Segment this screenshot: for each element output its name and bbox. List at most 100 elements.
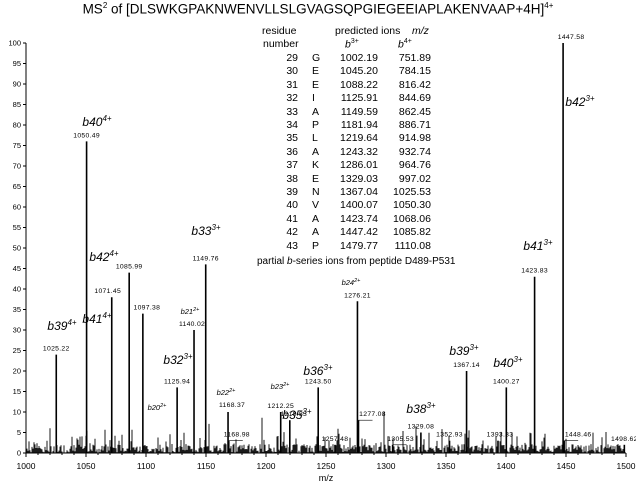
- peak-mz-label: 1085.99: [116, 264, 143, 271]
- peak-mz-label: 1071.45: [94, 288, 121, 295]
- footnote-pre: partial: [257, 256, 288, 267]
- ion-annotation-charge: 2+: [192, 307, 200, 313]
- ion-annotation-charge: 3+: [302, 407, 311, 416]
- peak-mz-label: 1277.08: [359, 411, 386, 418]
- peak-mz-label: 1448.46: [565, 432, 592, 439]
- y-tick-label: 100: [8, 39, 21, 48]
- peak-mz-label: 1168.98: [224, 432, 250, 439]
- ion-annotation-charge: 3+: [183, 352, 192, 361]
- x-tick-label: 1250: [317, 461, 336, 471]
- title-prefix: MS: [82, 1, 103, 17]
- peak-mz-label: 1305.53: [387, 436, 414, 443]
- y-tick-label: 45: [13, 264, 21, 273]
- peak-mz-label: 1447.58: [558, 34, 585, 41]
- x-tick-label: 1300: [377, 461, 396, 471]
- peak-mz-label: 1140.02: [179, 321, 205, 328]
- ion-annotation-name: b41: [523, 239, 543, 253]
- y-tick-label: 75: [13, 141, 21, 150]
- peak-mz-label: 1212.25: [267, 403, 294, 410]
- x-tick-label: 1100: [137, 461, 156, 471]
- ion-annotation-name: b36: [303, 364, 323, 378]
- footnote-post: -series ions from peptide D489-P531: [292, 256, 456, 267]
- ion-annotation-name: b35: [282, 408, 302, 422]
- ion-annotation-name: b39: [449, 344, 469, 358]
- x-tick-label: 1400: [497, 461, 516, 471]
- ion-annotation-name: b39: [47, 319, 67, 333]
- ion-annotation-name: b41: [82, 312, 102, 326]
- ion-annotation: b363+: [303, 363, 332, 378]
- y-tick-label: 55: [13, 223, 21, 232]
- ion-annotation-charge: 4+: [102, 311, 111, 320]
- y-tick-label: 70: [13, 162, 21, 171]
- y-tick-label: 80: [13, 121, 21, 130]
- y-tick-label: 20: [13, 367, 21, 376]
- ion-annotation: b222+: [217, 388, 237, 397]
- y-tick-label: 95: [13, 59, 21, 68]
- y-tick-label: 90: [13, 80, 21, 89]
- ion-annotation-name: b42: [565, 95, 585, 109]
- peak-mz-label: 1352.93: [436, 432, 463, 439]
- ion-annotation-charge: 2+: [228, 388, 236, 394]
- title-sup-charge: 4+: [544, 1, 554, 10]
- peak-mz-label: 1423.83: [521, 268, 548, 275]
- ion-annotation-charge: 2+: [353, 278, 361, 284]
- y-tick-label: 35: [13, 305, 21, 314]
- ion-annotation: b424+: [89, 249, 118, 264]
- ion-annotation: b242+: [342, 278, 362, 287]
- ion-annotation-charge: 3+: [211, 223, 220, 232]
- ion-annotation-charge: 2+: [282, 382, 290, 388]
- ion-annotation: b403+: [493, 355, 522, 370]
- table-footnote: partial b-series ions from peptide D489-…: [257, 256, 455, 267]
- peak-mz-label: 1329.08: [408, 424, 435, 431]
- y-tick-label: 0: [17, 449, 21, 458]
- ion-annotation-name: b22: [217, 388, 230, 397]
- ion-annotation: b333+: [191, 223, 220, 238]
- ion-annotation-charge: 4+: [67, 318, 76, 327]
- peak-mz-label: 1276.21: [344, 292, 371, 299]
- x-tick-label: 1150: [197, 461, 216, 471]
- x-tick-label: 1450: [557, 461, 576, 471]
- ion-annotation: b202+: [148, 403, 168, 412]
- peak-mz-label: 1367.14: [453, 362, 480, 369]
- ion-annotation: b404+: [82, 114, 111, 129]
- ion-annotation-name: b38: [406, 402, 426, 416]
- title-sup-ms-order: 2: [102, 1, 108, 10]
- ion-annotation: b323+: [163, 352, 192, 367]
- ion-annotation-charge: 3+: [323, 363, 332, 372]
- peak-mz-label: 1149.76: [193, 255, 219, 262]
- ion-annotation: b393+: [449, 343, 478, 358]
- chart-title: MS2 of [DLSWKGPAKNWENVLLSLGVAGSQPGIEGEEI…: [0, 1, 636, 17]
- peak-mz-label: 1243.50: [305, 378, 332, 385]
- peak-mz-label: 1393.33: [487, 432, 514, 439]
- y-tick-label: 15: [13, 387, 21, 396]
- peak-mz-label: 1219.83: [280, 411, 307, 418]
- peak-mz-label: 1025.22: [43, 346, 70, 353]
- y-tick-label: 50: [13, 244, 21, 253]
- peak-mz-label: 1097.38: [134, 305, 161, 312]
- y-tick-label: 85: [13, 100, 21, 109]
- peak-mz-label: 1498.62: [611, 436, 636, 443]
- x-tick-label: 1500: [617, 461, 636, 471]
- ion-annotation: b394+: [47, 318, 76, 333]
- ion-annotation-charge: 3+: [543, 238, 552, 247]
- ion-annotation-charge: 2+: [159, 403, 167, 409]
- y-tick-label: 30: [13, 326, 21, 335]
- y-tick-label: 25: [13, 346, 21, 355]
- peak-mz-label: 1400.27: [493, 378, 520, 385]
- ion-annotation-charge: 4+: [109, 249, 118, 258]
- ion-annotation: b383+: [406, 401, 435, 416]
- x-tick-label: 1000: [17, 461, 36, 471]
- ion-annotation-name: b40: [82, 115, 102, 129]
- y-tick-label: 5: [17, 428, 21, 437]
- ion-annotation: b353+: [282, 407, 311, 422]
- ion-annotation-charge: 3+: [513, 355, 522, 364]
- peak-mz-label: 1125.94: [164, 378, 190, 385]
- ion-annotation-name: b42: [89, 250, 109, 264]
- ion-annotation: b232+: [271, 382, 291, 391]
- y-tick-label: 40: [13, 285, 21, 294]
- ion-annotation-name: b40: [493, 356, 513, 370]
- ion-annotation-charge: 3+: [469, 343, 478, 352]
- y-tick-label: 65: [13, 182, 21, 191]
- x-tick-label: 1050: [77, 461, 96, 471]
